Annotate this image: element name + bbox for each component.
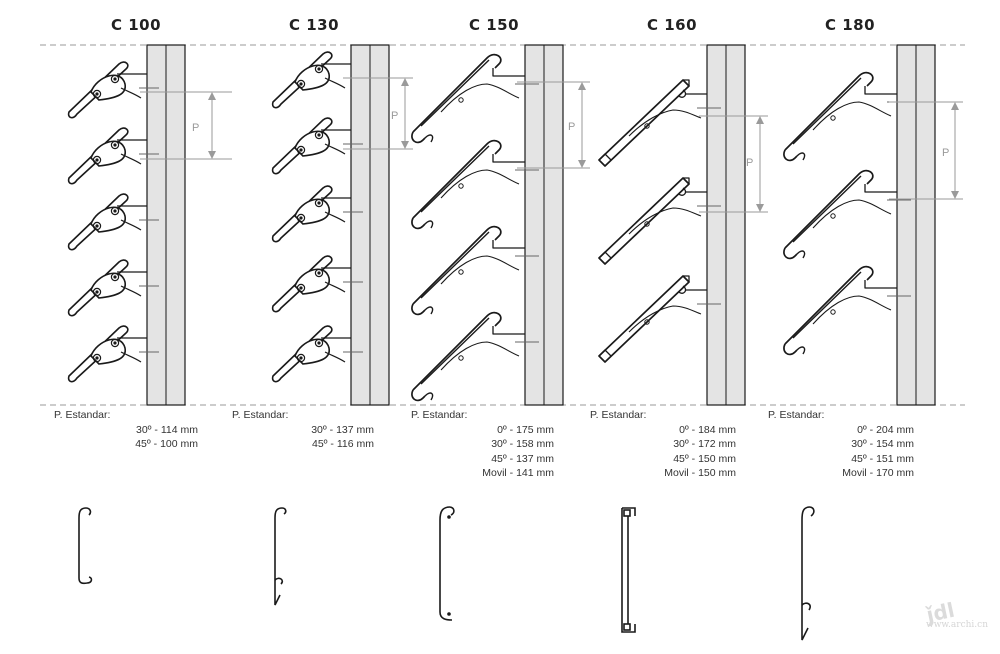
louvre-blade-c150 [411,53,539,144]
louvre-blade-c130 [271,117,363,175]
spec-header: P. Estandar: [590,409,647,421]
spec-row: Movil - 150 mm [664,467,736,479]
louvre-blade-c100 [67,193,159,251]
spec-row: 0º - 204 mm [857,423,914,436]
louvre-blade-c100 [67,325,159,383]
louvre-blade-c150 [411,225,539,316]
spec-header: P. Estandar: [411,409,468,421]
spec-block-c160: P. Estandar: 0º - 184 mm 30º - 172 mm 45… [590,408,736,481]
spec-header: P. Estandar: [54,409,111,421]
spec-row: 0º - 184 mm [679,423,736,436]
spec-block-c130: P. Estandar: 30º - 137 mm 45º - 116 mm [232,408,374,452]
spec-header: P. Estandar: [768,409,825,421]
spec-header: P. Estandar: [232,409,289,421]
profile-section-c150 [439,506,455,621]
louvre-blade-c180 [783,169,911,260]
spec-row: 45º - 150 mm [673,452,736,465]
profile-section-c160 [621,507,636,633]
pitch-label-c180: P [942,147,949,159]
louvre-blade-c150 [411,139,539,230]
wall-c160 [706,44,746,406]
model-title-c130: C 130 [288,16,340,34]
louvre-blade-c130 [271,51,363,109]
spec-row: 30º - 172 mm [673,438,736,450]
louvre-blades [67,51,911,402]
wall-c180 [896,44,936,406]
profile-section-c100 [78,507,93,585]
profile-section-c130 [274,507,287,606]
model-title-c180: C 180 [824,16,876,34]
model-title-c150: C 150 [468,16,520,34]
spec-row: 30º - 154 mm [851,438,914,450]
louvre-blade-c180 [783,265,911,356]
pitch-label-c160: P [746,157,753,169]
louvre-blade-c160 [598,275,721,363]
spec-row: 30º - 114 mm [136,423,198,436]
louvre-blade-c130 [271,255,363,313]
model-title-c100: C 100 [110,16,162,34]
spec-row: 45º - 137 mm [491,452,554,465]
watermark-text: www.archi.cn [926,620,988,630]
pitch-dimension-c180 [889,101,963,200]
louvre-blade-c130 [271,185,363,243]
pitch-dimension-c160 [699,115,768,213]
louvre-blade-c150 [411,311,539,402]
spec-row: 45º - 151 mm [851,452,914,465]
pitch-dimension-c130 [343,77,413,150]
spec-row: 0º - 175 mm [497,423,554,436]
spec-row: 30º - 137 mm [311,423,374,436]
wall-c100 [146,44,186,406]
louvre-blade-c160 [598,177,721,265]
model-title-c160: C 160 [646,16,698,34]
pitch-label-c100: P [192,122,199,134]
louvre-blade-c180 [783,71,911,162]
spec-block-c180: P. Estandar: 0º - 204 mm 30º - 154 mm 45… [768,408,914,481]
pitch-dimension-c150 [517,81,590,169]
spec-row: 45º - 100 mm [135,438,198,450]
louvre-blade-c100 [67,127,159,185]
louvre-blade-c160 [598,79,721,167]
profile-section-c180 [801,506,815,641]
spec-row: Movil - 141 mm [482,467,554,479]
pitch-label-c130: P [391,110,398,122]
louvre-blade-c100 [67,259,159,317]
watermark-logo-icon: ǰdl www.archi.cn [924,596,996,646]
spec-row: 30º - 158 mm [491,438,554,450]
spec-row: 45º - 116 mm [312,438,374,450]
louvre-blade-c100 [67,61,159,119]
spec-row: Movil - 170 mm [842,467,914,479]
pitch-dimension-c100 [140,91,232,160]
wall-c150 [524,44,564,406]
louvre-blade-c130 [271,325,363,383]
spec-block-c150: P. Estandar: 0º - 175 mm 30º - 158 mm 45… [411,408,554,481]
spec-block-c100: P. Estandar: 30º - 114 mm 45º - 100 mm [54,408,198,452]
wall-c130 [350,44,390,406]
pitch-label-c150: P [568,121,575,133]
